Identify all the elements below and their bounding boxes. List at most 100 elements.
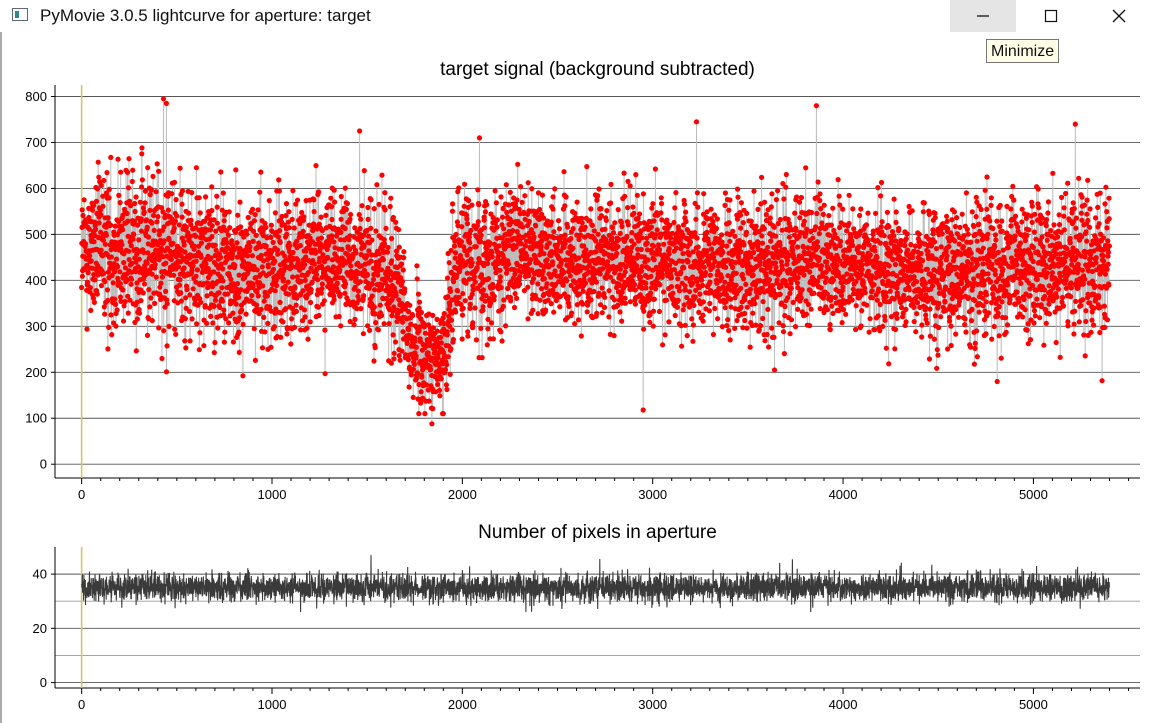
data-point [785,295,791,301]
data-point [459,336,465,342]
data-point [604,208,610,214]
data-point [194,267,200,273]
data-point [441,311,447,317]
data-point [952,223,959,230]
data-point [948,233,955,239]
data-point [163,369,170,375]
data-point [187,338,193,344]
data-point [289,305,295,311]
data-point [491,293,497,299]
data-point [464,252,470,258]
data-point [390,214,396,221]
data-point [117,294,124,300]
data-point [311,209,317,215]
data-point [240,321,246,327]
data-point [486,276,492,282]
data-point [316,312,322,319]
data-point [999,272,1005,278]
data-point [381,241,388,247]
data-point [209,207,215,214]
data-point [319,281,325,287]
data-point [429,355,435,361]
data-point [430,406,436,412]
data-point [793,227,799,233]
data-point [898,237,904,244]
data-point [389,258,395,264]
data-point [193,233,199,239]
data-point [893,238,899,244]
data-point [639,235,645,241]
data-point [666,245,672,252]
data-point [746,250,752,256]
data-point [838,238,844,244]
data-point [163,288,169,294]
data-point [277,239,283,245]
data-point [262,329,268,335]
data-point [277,299,283,305]
data-point [449,297,455,303]
data-point [507,243,513,249]
data-point [611,297,618,303]
data-point [270,239,276,245]
data-point [695,244,701,250]
data-point [942,299,948,305]
data-point [95,159,101,165]
data-point [572,279,579,285]
data-point [961,233,967,239]
data-point [417,324,423,330]
data-point [286,225,292,231]
data-point [537,252,543,258]
data-point [361,232,367,238]
data-point [851,226,857,232]
data-point [268,222,274,228]
data-point [182,316,188,322]
data-point [525,316,531,322]
close-button[interactable] [1086,0,1152,32]
data-point [587,218,593,224]
data-point [830,277,837,283]
data-point [827,322,833,328]
data-point [184,287,190,293]
data-point [821,202,827,208]
data-point [405,309,412,315]
data-point [112,269,118,275]
data-point [79,273,85,279]
data-point [434,328,440,334]
data-point [656,308,663,315]
data-point [204,293,210,299]
data-point [690,322,697,328]
data-point [586,263,592,269]
data-point [944,218,950,224]
data-point [629,230,635,236]
data-point [88,307,94,313]
data-point [675,276,681,282]
data-point [153,189,159,195]
maximize-button[interactable] [1018,0,1084,32]
data-point [768,204,774,210]
data-point [596,186,602,192]
data-point [980,245,986,251]
data-point [164,301,170,307]
data-point [885,271,892,277]
data-point [992,244,998,250]
data-point [171,179,178,185]
data-point [567,273,573,279]
data-point [221,218,227,224]
data-point [719,232,725,238]
data-point [152,300,158,306]
data-point [361,293,367,299]
data-point [700,282,706,288]
data-point [612,220,618,226]
minimize-button[interactable] [950,0,1016,32]
data-point [472,305,478,311]
data-point [458,239,464,245]
data-point [175,264,182,270]
data-point [780,323,786,329]
data-point [308,286,314,293]
data-point [319,286,325,292]
data-point [837,243,843,249]
data-point [829,303,835,309]
data-point [873,210,879,216]
data-point [792,324,799,330]
data-point [214,193,220,199]
